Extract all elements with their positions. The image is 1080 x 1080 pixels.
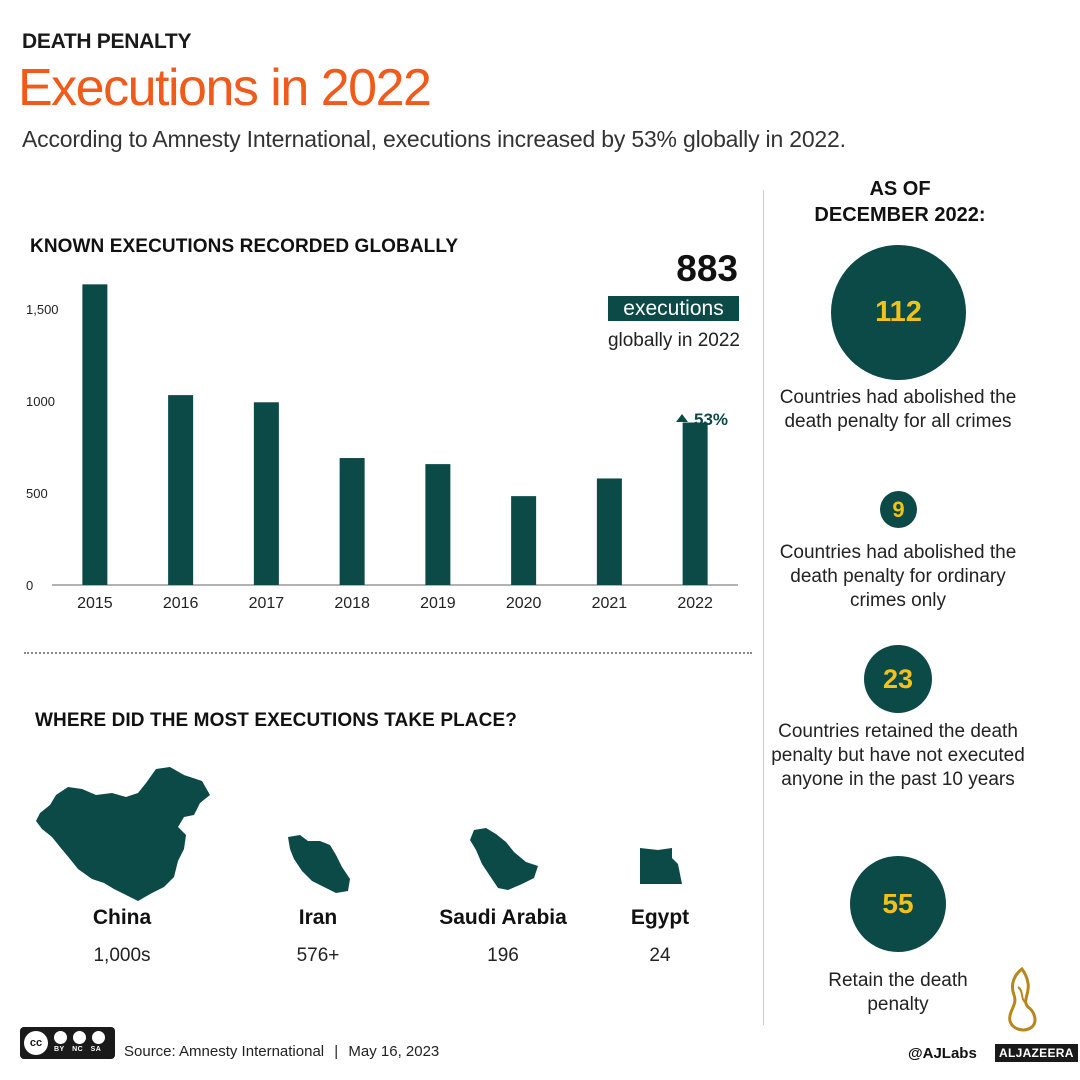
x-tick-label: 2017 xyxy=(249,595,285,612)
bar-2017 xyxy=(253,402,279,585)
source-date: May 16, 2023 xyxy=(348,1043,440,1060)
egypt-map-icon xyxy=(640,848,682,884)
page-title: Executions in 2022 xyxy=(18,59,432,117)
bar-2018 xyxy=(339,458,365,585)
bar-2021 xyxy=(596,478,622,585)
increase-annotation: 53% xyxy=(694,410,729,429)
bar-2022 xyxy=(682,422,708,585)
section-divider xyxy=(24,652,752,654)
stat-circle-retained-no-executions: 23 xyxy=(864,645,932,713)
footer-separator: | xyxy=(334,1043,339,1060)
country-name-egypt: Egypt xyxy=(630,906,690,929)
x-tick-label: 2018 xyxy=(334,595,370,612)
x-tick-label: 2022 xyxy=(677,595,713,612)
y-tick-label: 1,500 xyxy=(26,302,59,317)
stat-value: 112 xyxy=(875,296,922,328)
chart-title: KNOWN EXECUTIONS RECORDED GLOBALLY xyxy=(30,236,459,257)
stat-desc-abolished-all: Countries had abolished the death penalt… xyxy=(779,387,1017,432)
sidebar-heading-line1: AS OF xyxy=(869,178,931,200)
x-tick-label: 2020 xyxy=(506,595,542,612)
stat-desc-retained-no-executions: Countries retained the death penalty but… xyxy=(771,721,1025,790)
nc-icon xyxy=(73,1031,86,1044)
stat-desc-abolished-ordinary: Countries had abolished the death penalt… xyxy=(779,542,1017,611)
country-value-saudi-arabia: 196 xyxy=(487,945,519,966)
bar-2016 xyxy=(168,395,194,585)
bar-2015 xyxy=(82,284,108,585)
saudi-arabia-map-icon xyxy=(470,828,538,890)
stat-value: 55 xyxy=(882,888,914,919)
kicker: DEATH PENALTY xyxy=(22,30,192,53)
highlight-label: executions xyxy=(608,296,739,321)
where-title: WHERE DID THE MOST EXECUTIONS TAKE PLACE… xyxy=(35,710,517,731)
al-jazeera-logo-icon xyxy=(1008,966,1037,1032)
country-value-china: 1,000s xyxy=(93,945,151,966)
sidebar-heading: AS OF DECEMBER 2022: xyxy=(780,176,1020,228)
bar-2019 xyxy=(425,464,451,585)
stat-circle-abolished-all: 112 xyxy=(831,245,966,380)
x-tick-label: 2021 xyxy=(592,595,628,612)
stat-circle-retain: 55 xyxy=(850,856,946,952)
bar-2020 xyxy=(511,496,537,585)
country-name-china: China xyxy=(92,906,152,929)
iran-map-icon xyxy=(288,835,350,893)
x-tick-label: 2015 xyxy=(77,595,113,612)
page-subtitle: According to Amnesty International, exec… xyxy=(22,126,846,152)
license-sa: SA xyxy=(90,1046,102,1053)
sidebar-divider xyxy=(763,190,764,1025)
y-tick-label: 0 xyxy=(26,578,33,593)
social-handle: @AJLabs xyxy=(908,1045,977,1062)
cc-icon: cc xyxy=(24,1031,48,1055)
creative-commons-badge: cc BY NC SA xyxy=(20,1027,115,1059)
sidebar-heading-line2: DECEMBER 2022: xyxy=(814,204,986,226)
highlight-sub: globally in 2022 xyxy=(607,330,740,351)
x-tick-label: 2016 xyxy=(163,595,199,612)
footer-source: Source: Amnesty International | May 16, … xyxy=(124,1043,439,1060)
license-by: BY xyxy=(54,1046,65,1053)
country-value-iran: 576+ xyxy=(296,945,340,966)
country-name-saudi-arabia: Saudi Arabia xyxy=(439,906,567,929)
source-label: Source: Amnesty International xyxy=(124,1043,325,1060)
license-nc: NC xyxy=(72,1046,84,1053)
stat-value: 23 xyxy=(882,663,914,694)
stat-value: 9 xyxy=(892,496,905,522)
y-tick-label: 1000 xyxy=(26,394,55,409)
stat-desc-retain: Retain the death penalty xyxy=(828,970,968,1015)
by-icon xyxy=(54,1031,67,1044)
y-tick-label: 500 xyxy=(26,486,48,501)
country-value-egypt: 24 xyxy=(649,945,671,966)
up-arrow-icon xyxy=(676,414,688,422)
bar-chart: 0 500 1000 1,500 2015 2016 2017 2018 2019 2020 202… xyxy=(26,284,738,612)
china-map-icon xyxy=(36,767,210,901)
stat-circle-abolished-ordinary: 9 xyxy=(880,491,917,528)
brand-wordmark: ALJAZEERA xyxy=(995,1044,1078,1062)
sa-icon xyxy=(92,1031,105,1044)
country-name-iran: Iran xyxy=(298,906,338,929)
highlight-number: 883 xyxy=(676,248,738,289)
x-tick-label: 2019 xyxy=(420,595,456,612)
